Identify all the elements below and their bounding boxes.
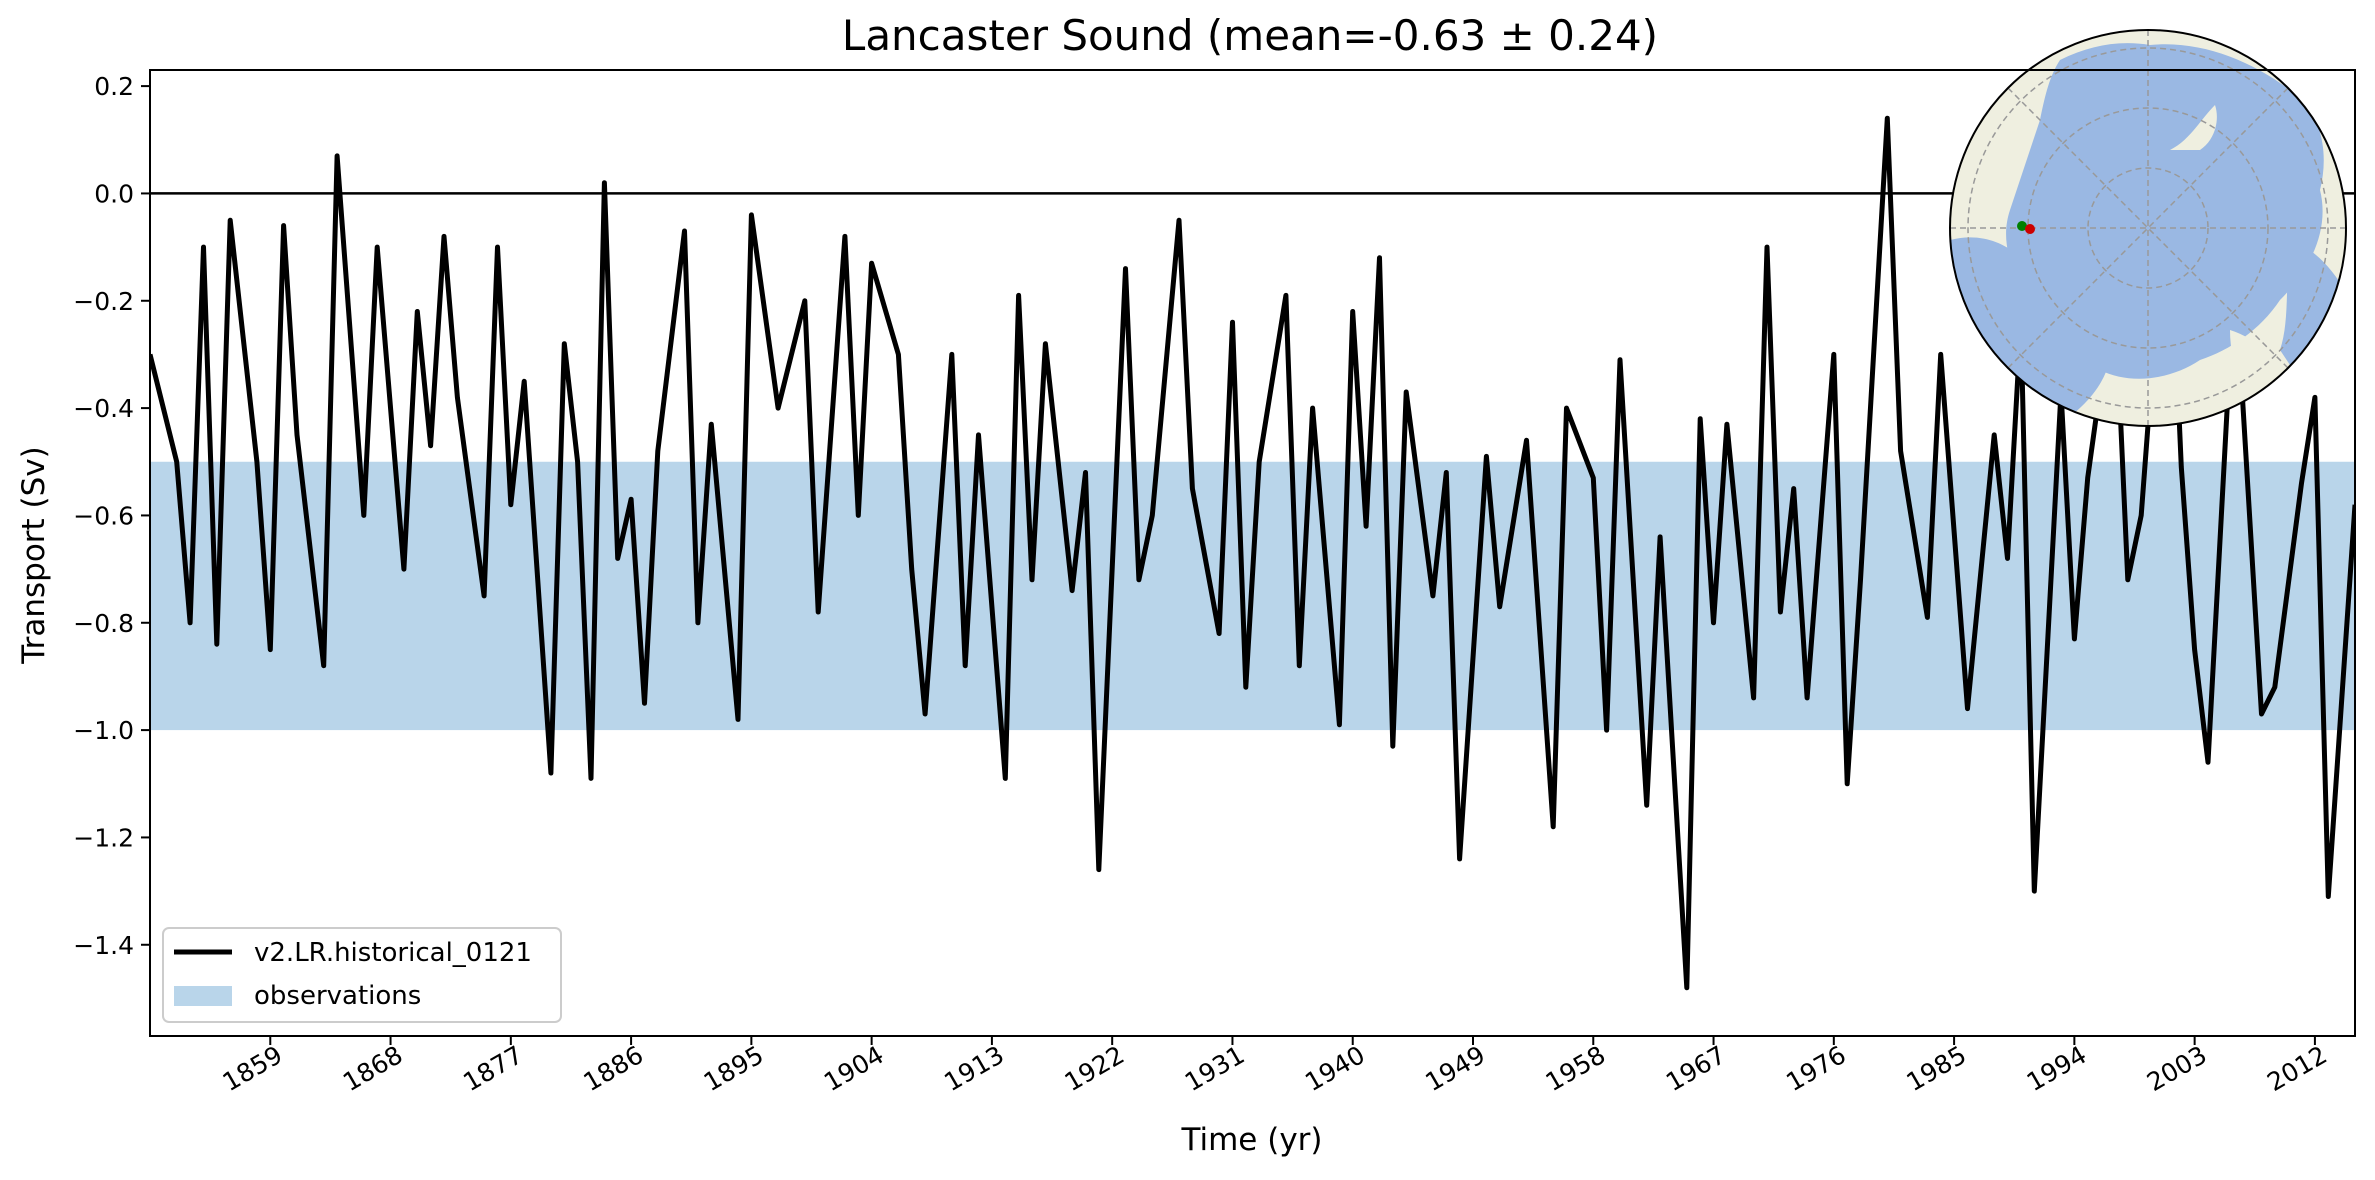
y-tick-label: −1.0 (73, 716, 134, 745)
x-tick-label: 1967 (1661, 1040, 1731, 1097)
y-tick-label: 0.2 (94, 72, 134, 101)
x-tick-label: 1886 (578, 1040, 648, 1097)
y-tick-label: −1.2 (73, 823, 134, 852)
x-tick-label: 1895 (699, 1040, 769, 1097)
legend-entry-observations: observations (254, 981, 421, 1011)
x-axis-label: Time (yr) (1181, 1122, 1323, 1158)
map-ocean-layer (1950, 30, 2346, 426)
latitude-circle-inner (2087, 167, 2209, 289)
y-tick-label: −0.8 (73, 609, 134, 638)
x-tick-label: 1940 (1300, 1040, 1370, 1097)
map-border (1949, 29, 2347, 427)
legend-band-swatch (174, 986, 232, 1006)
x-tick-label: 1931 (1180, 1040, 1250, 1097)
chart-title: Lancaster Sound (mean=-0.63 ± 0.24) (842, 11, 1658, 60)
x-tick-label: 1994 (2022, 1040, 2092, 1097)
y-tick-label: −0.2 (73, 287, 134, 316)
inset-polar-map (1949, 29, 2347, 427)
x-tick-label: 1922 (1060, 1040, 1130, 1097)
series-layer (150, 115, 2355, 991)
x-tick-label: 1949 (1420, 1040, 1490, 1097)
legend-entry-series: v2.LR.historical_0121 (254, 938, 532, 968)
x-axis: 1859 1868 1877 1886 1895 1904 1913 1922 1931 1940… (218, 1036, 2332, 1097)
y-axis: 0.2 0.0 −0.2 −0.4 −0.6 −0.8 −1.0 −1.2 −1.4 (73, 72, 150, 960)
plot-area (150, 115, 2355, 991)
x-tick-label: 1958 (1541, 1040, 1611, 1097)
y-tick-label: −1.4 (73, 931, 134, 960)
x-tick-label: 1859 (218, 1040, 288, 1097)
series-line-0 (150, 115, 2355, 991)
legend-frame (162, 927, 562, 1023)
meridian-diagonal-b (2007, 87, 2289, 369)
plot-frame (149, 69, 2356, 1037)
x-tick-label: 2012 (2262, 1040, 2332, 1097)
y-tick-label: −0.4 (73, 394, 134, 423)
x-tick-label: 1904 (819, 1040, 889, 1097)
section-start-marker (2017, 221, 2027, 231)
x-tick-label: 1985 (1901, 1040, 1971, 1097)
y-tick-label: 0.0 (94, 179, 134, 208)
x-tick-label: 1868 (338, 1040, 408, 1097)
meridian-diagonal-a (2007, 87, 2289, 369)
x-tick-label: 1976 (1781, 1040, 1851, 1097)
y-axis-label: Transport (Sv) (16, 446, 52, 665)
latitude-circle-outer (1967, 47, 2329, 409)
x-tick-label: 2003 (2142, 1040, 2212, 1097)
x-tick-label: 1913 (939, 1040, 1009, 1097)
x-tick-label: 1877 (458, 1040, 528, 1097)
latitude-circle-middle (2027, 107, 2269, 349)
arctic-island-shape (2170, 105, 2217, 150)
section-end-marker (2025, 224, 2035, 234)
legend: v2.LR.historical_0121 observations (162, 927, 562, 1023)
y-tick-label: −0.6 (73, 501, 134, 530)
